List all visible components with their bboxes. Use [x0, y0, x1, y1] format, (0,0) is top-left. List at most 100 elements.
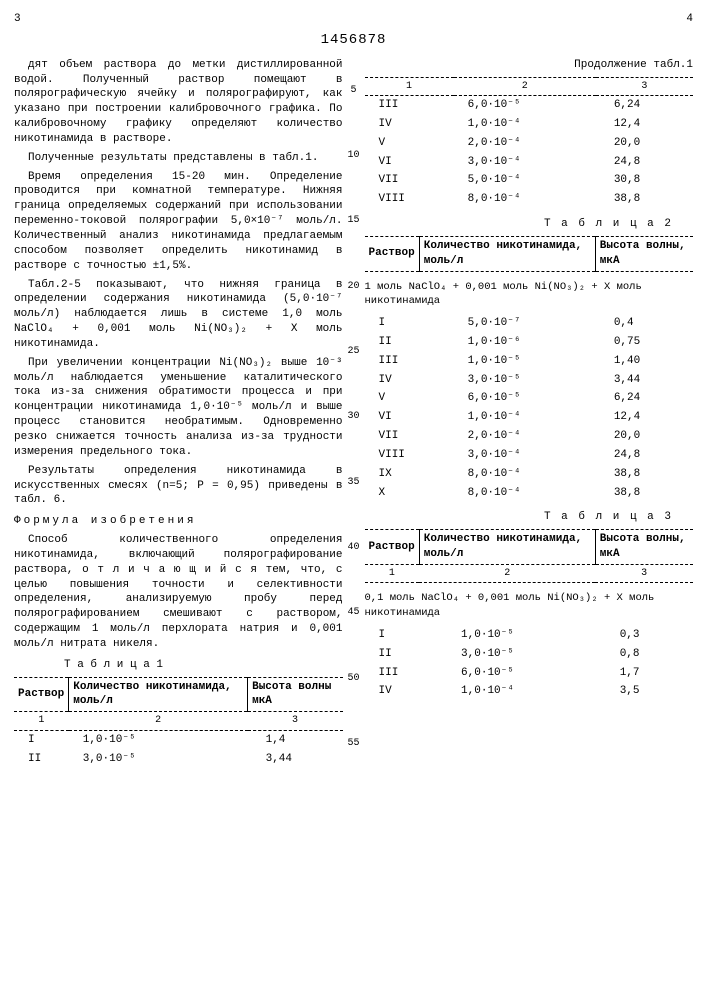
col-head: Высота волны, мкА [595, 236, 693, 271]
cell: V [365, 134, 454, 153]
paragraph: Способ количественного определения никот… [14, 533, 343, 652]
cell: 3,0·10⁻⁵ [447, 645, 602, 664]
table-1-label: Т а б л и ц а 1 [14, 658, 343, 673]
table-3-condition: 0,1 моль NaClO₄ + 0,001 моль Ni(NO₃)₂ + … [365, 591, 694, 619]
table-row: VIII3,0·10⁻⁴24,8 [365, 446, 694, 465]
table-row: V6,0·10⁻⁵6,24 [365, 389, 694, 408]
cell: 1,0·10⁻⁵ [454, 352, 596, 371]
col-num: 3 [595, 564, 693, 583]
table-2-data: I5,0·10⁻⁷0,4II1,0·10⁻⁶0,75III1,0·10⁻⁵1,4… [365, 314, 694, 502]
cell: 1,7 [602, 664, 693, 683]
line-number: 35 [347, 450, 359, 515]
line-number: 5 [350, 58, 356, 123]
cell: 30,8 [596, 171, 693, 190]
table-row: X8,0·10⁻⁴38,8 [365, 484, 694, 503]
col-head: Раствор [365, 530, 420, 565]
table-1-continuation: Продолжение табл.1 [365, 58, 694, 73]
cell: 8,0·10⁻⁴ [454, 484, 596, 503]
table-1: Раствор Количество никотинамида, моль/л … [14, 677, 343, 769]
col-num: 3 [248, 712, 343, 731]
paragraph: Полученные результаты представлены в таб… [14, 151, 343, 166]
cell: 1,40 [596, 352, 693, 371]
cell: VIII [365, 190, 454, 209]
table-row: IX8,0·10⁻⁴38,8 [365, 465, 694, 484]
col-head: Высота волны, мкА [595, 530, 693, 565]
cell: II [365, 333, 454, 352]
table-2-condition: 1 моль NaClO₄ + 0,001 моль Ni(NO₃)₂ + Х … [365, 280, 694, 308]
cell: 6,24 [596, 389, 693, 408]
col-head: Количество никотинамида, моль/л [419, 236, 595, 271]
col-num: 2 [454, 77, 596, 96]
left-column: дят объем раствора до метки дистиллирова… [14, 58, 343, 777]
cell: 5,0·10⁻⁴ [454, 171, 596, 190]
line-number: 30 [347, 384, 359, 449]
col-num: 1 [365, 564, 420, 583]
col-num: 3 [596, 77, 693, 96]
cell: 0,75 [596, 333, 693, 352]
table-row: I1,0·10⁻⁵0,3 [365, 626, 694, 645]
col-head: Количество никотинамида, моль/л [69, 677, 248, 712]
table-row: II3,0·10⁻⁵0,8 [365, 645, 694, 664]
cell: 6,24 [596, 96, 693, 115]
cell: I [365, 314, 454, 333]
line-number: 45 [347, 580, 359, 645]
line-number: 20 [347, 254, 359, 319]
table-row: IV1,0·10⁻⁴12,4 [365, 115, 694, 134]
table-row: III1,0·10⁻⁵1,40 [365, 352, 694, 371]
cell: II [365, 645, 448, 664]
line-number-gutter: 510152025303540455055 [343, 58, 365, 777]
table-row: VII2,0·10⁻⁴20,0 [365, 427, 694, 446]
cell: 20,0 [596, 134, 693, 153]
right-column: Продолжение табл.1 1 2 3 III6,0·10⁻⁵6,24… [365, 58, 694, 777]
cell: 0,3 [602, 626, 693, 645]
table-row: IV3,0·10⁻⁵3,44 [365, 371, 694, 390]
table-row: III6,0·10⁻⁵6,24 [365, 96, 694, 115]
table-row: II1,0·10⁻⁶0,75 [365, 333, 694, 352]
cell: 0,4 [596, 314, 693, 333]
cell: 3,0·10⁻⁵ [454, 371, 596, 390]
table-row: VI3,0·10⁻⁴24,8 [365, 153, 694, 172]
table-row: IV1,0·10⁻⁴3,5 [365, 682, 694, 701]
table-row: II3,0·10⁻⁵3,44 [14, 750, 343, 769]
cell: 24,8 [596, 446, 693, 465]
col-head: Раствор [365, 236, 420, 271]
table-row: VII5,0·10⁻⁴30,8 [365, 171, 694, 190]
table-1-cont: 1 2 3 III6,0·10⁻⁵6,24IV1,0·10⁻⁴12,4V2,0·… [365, 77, 694, 210]
cell: 38,8 [596, 465, 693, 484]
cell: 3,0·10⁻⁵ [69, 750, 248, 769]
table-3-label: Т а б л и ц а 3 [365, 510, 694, 525]
col-head: Высота волны мкА [248, 677, 343, 712]
cell: 8,0·10⁻⁴ [454, 190, 596, 209]
col-head: Раствор [14, 677, 69, 712]
cell: 2,0·10⁻⁴ [454, 427, 596, 446]
cell: 6,0·10⁻⁵ [454, 389, 596, 408]
paragraph: Время определения 15-20 мин. Определение… [14, 170, 343, 274]
cell: 5,0·10⁻⁷ [454, 314, 596, 333]
page-right: 4 [686, 12, 693, 27]
cell: 6,0·10⁻⁵ [454, 96, 596, 115]
cell: IV [365, 115, 454, 134]
formula-title: Формула изобретения [14, 514, 343, 529]
cell: 3,44 [596, 371, 693, 390]
table-row: VIII8,0·10⁻⁴38,8 [365, 190, 694, 209]
cell: 1,0·10⁻⁶ [454, 333, 596, 352]
table-row: V2,0·10⁻⁴20,0 [365, 134, 694, 153]
cell: 1,0·10⁻⁴ [454, 115, 596, 134]
col-num: 1 [365, 77, 454, 96]
col-num: 2 [419, 564, 595, 583]
table-row: I1,0·10⁻⁵1,4 [14, 730, 343, 749]
cell: 1,0·10⁻⁵ [447, 626, 602, 645]
table-2: Раствор Количество никотинамида, моль/л … [365, 236, 694, 272]
paragraph: Табл.2-5 показывают, что нижняя граница … [14, 278, 343, 352]
page-header: 3 4 [14, 12, 693, 27]
line-number: 40 [347, 515, 359, 580]
cell: 1,4 [248, 730, 343, 749]
cell: 12,4 [596, 115, 693, 134]
cell: 0,8 [602, 645, 693, 664]
paragraph: Результаты определения никотинамида в ис… [14, 464, 343, 509]
cell: 3,0·10⁻⁴ [454, 153, 596, 172]
cell: VI [365, 408, 454, 427]
cell: 1,0·10⁻⁴ [454, 408, 596, 427]
line-number: 10 [347, 123, 359, 188]
table-2-label: Т а б л и ц а 2 [365, 217, 694, 232]
